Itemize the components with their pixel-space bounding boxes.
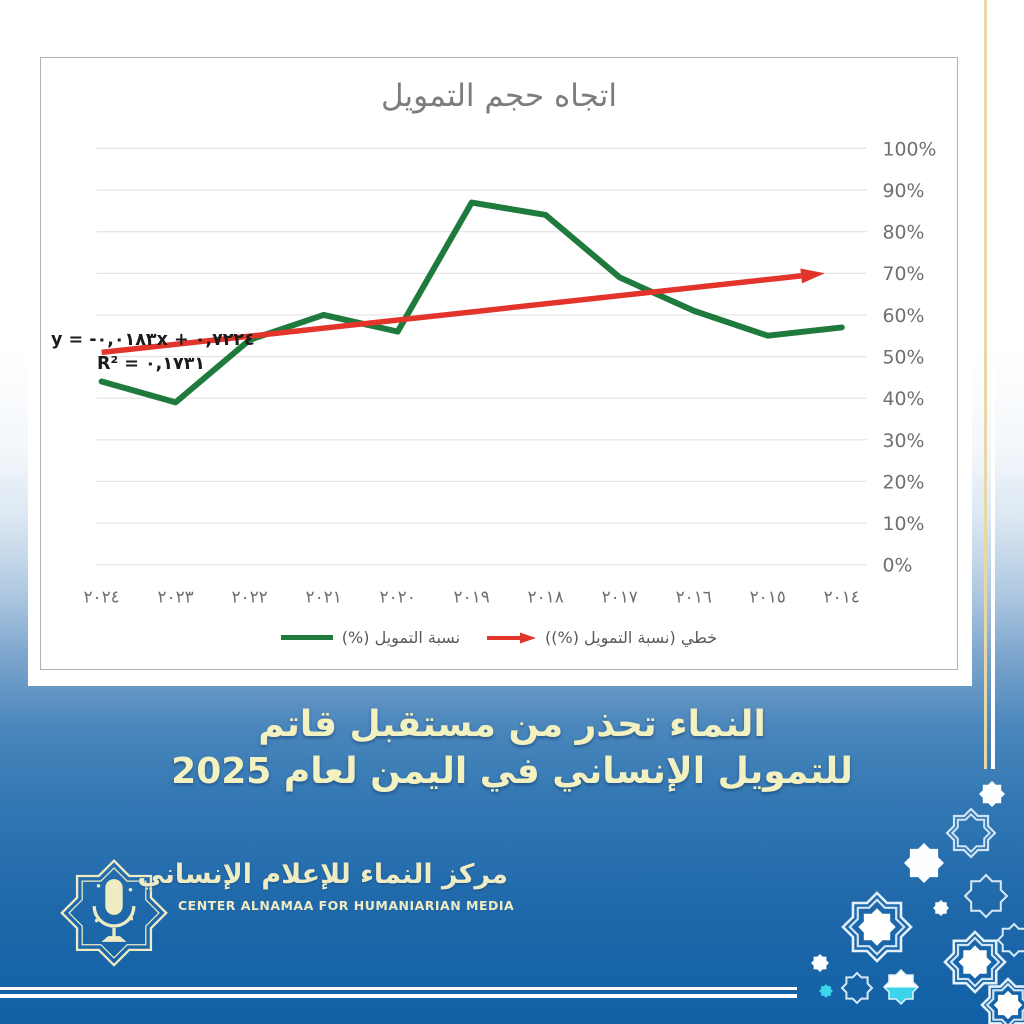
svg-text:30%: 30%	[882, 430, 924, 452]
trendline-equation: y = -٠,٠١٨٣x + ٠,٧٢٢٤ R² = ٠,١٧٣١	[51, 329, 255, 376]
svg-text:90%: 90%	[882, 180, 924, 202]
chart-panel: 100% 90% 80% 70% 60% 50% 40% 30% 20% 10% 0% ٢٠٢٤ ٢٠٢…	[40, 57, 958, 670]
legend-item-trendline: خطي (نسبة التمويل (%))	[486, 628, 717, 647]
legend-item-series: نسبة التمويل (%)	[280, 628, 461, 647]
legend-series-label: نسبة التمويل (%)	[341, 628, 461, 647]
red-trend-arrow-icon	[487, 632, 537, 643]
headline-line-1: النماء تحذر من مستقبل قاتم	[258, 704, 766, 745]
svg-text:٢٠٢٤: ٢٠٢٤	[83, 586, 119, 606]
green-line-swatch-icon	[280, 635, 333, 640]
svg-text:100%: 100%	[882, 138, 936, 160]
svg-text:٢٠٢٠: ٢٠٢٠	[380, 586, 416, 606]
svg-text:٢٠٢١: ٢٠٢١	[306, 586, 342, 606]
r-squared-line: R² = ٠,١٧٣١	[97, 353, 206, 374]
islamic-star-decorations	[811, 781, 1024, 1024]
svg-text:٢٠١٨: ٢٠١٨	[528, 586, 564, 606]
chart-title: اتجاه حجم التمويل	[381, 78, 617, 114]
funding-trend-chart: 100% 90% 80% 70% 60% 50% 40% 30% 20% 10% 0% ٢٠٢٤ ٢٠٢…	[83, 138, 936, 606]
svg-text:20%: 20%	[882, 471, 924, 493]
double-rule-bottom	[0, 994, 797, 998]
svg-text:0%: 0%	[882, 555, 912, 577]
logo-arabic-name: مركز النماء للإعلام الإنساني	[137, 859, 508, 890]
svg-text:50%: 50%	[882, 347, 924, 369]
headline-line-2: للتمويل الإنساني في اليمن لعام 2025	[171, 751, 853, 792]
headline: النماء تحذر من مستقبل قاتم للتمويل الإنس…	[0, 701, 1024, 795]
svg-text:40%: 40%	[882, 388, 924, 410]
svg-text:٢٠٢٣: ٢٠٢٣	[157, 586, 193, 606]
star-microphone-logo-icon	[60, 859, 168, 967]
svg-text:٢٠١٦: ٢٠١٦	[676, 586, 712, 606]
vertical-white-stripe	[991, 0, 995, 769]
logo-text-block: مركز النماء للإعلام الإنساني CENTER ALNA…	[137, 859, 515, 913]
svg-text:10%: 10%	[882, 513, 924, 535]
chart-legend: نسبة التمويل (%) خطي (نسبة التمويل (%))	[41, 628, 957, 647]
vertical-cream-stripe	[984, 0, 987, 769]
logo-english-name: CENTER ALNAMAA FOR HUMANIARIAN MEDIA	[178, 898, 515, 913]
legend-trendline-label: خطي (نسبة التمويل (%))	[545, 628, 718, 647]
svg-text:٢٠٢٢: ٢٠٢٢	[231, 586, 267, 606]
svg-text:٢٠١٧: ٢٠١٧	[602, 586, 638, 606]
svg-text:٢٠١٥: ٢٠١٥	[750, 586, 786, 606]
equation-line: y = -٠,٠١٨٣x + ٠,٧٢٢٤	[51, 330, 255, 350]
svg-text:60%: 60%	[882, 305, 924, 327]
svg-text:٢٠١٤: ٢٠١٤	[824, 586, 860, 606]
double-rule-top	[0, 987, 797, 990]
svg-text:70%: 70%	[882, 263, 924, 285]
svg-text:٢٠١٩: ٢٠١٩	[454, 586, 490, 606]
center-alnamaa-logo: مركز النماء للإعلام الإنساني CENTER ALNA…	[50, 845, 520, 995]
svg-text:80%: 80%	[882, 222, 924, 244]
